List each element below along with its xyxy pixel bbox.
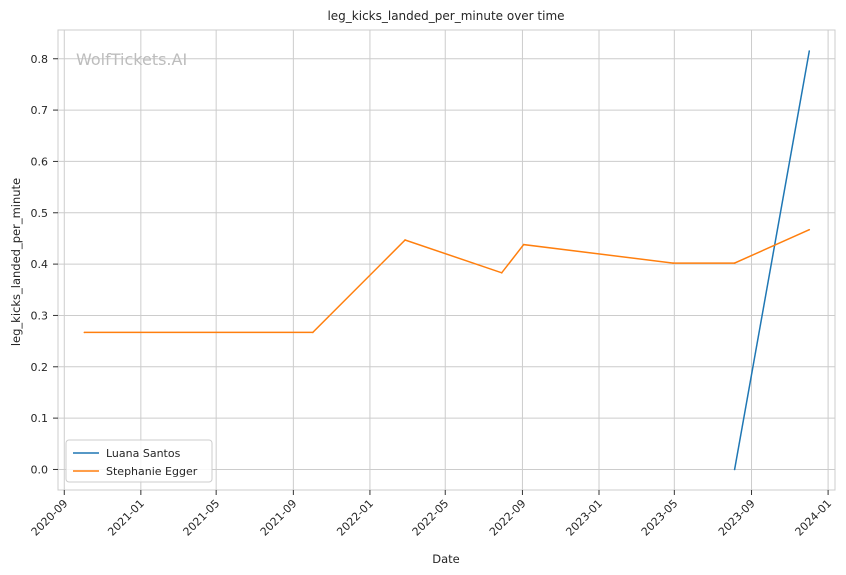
y-tick-label: 0.0: [31, 463, 49, 476]
y-tick-label: 0.7: [31, 104, 49, 117]
x-tick-label: 2024-01: [793, 497, 835, 539]
y-tick-label: 0.5: [31, 207, 49, 220]
x-tick-label: 2021-05: [181, 497, 223, 539]
x-tick-label: 2020-09: [29, 497, 71, 539]
data-point: [733, 262, 736, 264]
x-tick-label: 2021-09: [258, 497, 300, 539]
x-tick-label: 2022-01: [334, 497, 376, 539]
x-tick-label: 2022-05: [410, 497, 452, 539]
legend-box: [65, 439, 213, 483]
x-axis-label: Date: [432, 552, 460, 566]
legend-label: Stephanie Egger: [106, 465, 198, 478]
grid: [58, 30, 835, 490]
chart-title: leg_kicks_landed_per_minute over time: [327, 9, 564, 23]
x-tick-label: 2021-01: [105, 497, 147, 539]
data-point: [83, 331, 86, 334]
watermark: WolfTickets.AI: [76, 50, 187, 69]
legend: Luana Santos Stephanie Egger: [65, 439, 213, 483]
data-point: [808, 50, 811, 52]
x-axis-ticks: 2020-09 2021-01 2021-05 2021-09 2022-01 2022-…: [29, 490, 835, 539]
data-point: [522, 243, 525, 246]
data-point: [808, 228, 811, 231]
y-tick-label: 0.4: [31, 258, 49, 271]
x-tick-label: 2022-09: [487, 497, 529, 539]
y-axis-ticks: 0.0 0.1 0.2 0.3 0.4 0.5 0.6 0.7 0.8: [31, 53, 58, 476]
data-point: [404, 239, 406, 241]
y-tick-label: 0.2: [31, 361, 49, 374]
data-point: [312, 331, 314, 334]
y-axis-label: leg_kicks_landed_per_minute: [9, 178, 23, 346]
y-tick-label: 0.1: [31, 412, 49, 425]
plot-area: [57, 29, 836, 491]
x-tick-label: 2023-05: [639, 497, 681, 539]
x-tick-label: 2023-01: [563, 497, 605, 539]
data-point: [733, 468, 736, 471]
series-layer: [83, 50, 811, 471]
data-point: [672, 262, 674, 264]
data-point: [500, 272, 503, 274]
series-line-1: [84, 229, 810, 334]
y-tick-label: 0.6: [31, 155, 49, 168]
y-tick-label: 0.3: [31, 309, 49, 322]
legend-label: Luana Santos: [106, 447, 181, 460]
y-tick-label: 0.8: [31, 53, 49, 66]
series-line-0: [733, 50, 811, 470]
x-tick-label: 2023-09: [716, 497, 758, 539]
